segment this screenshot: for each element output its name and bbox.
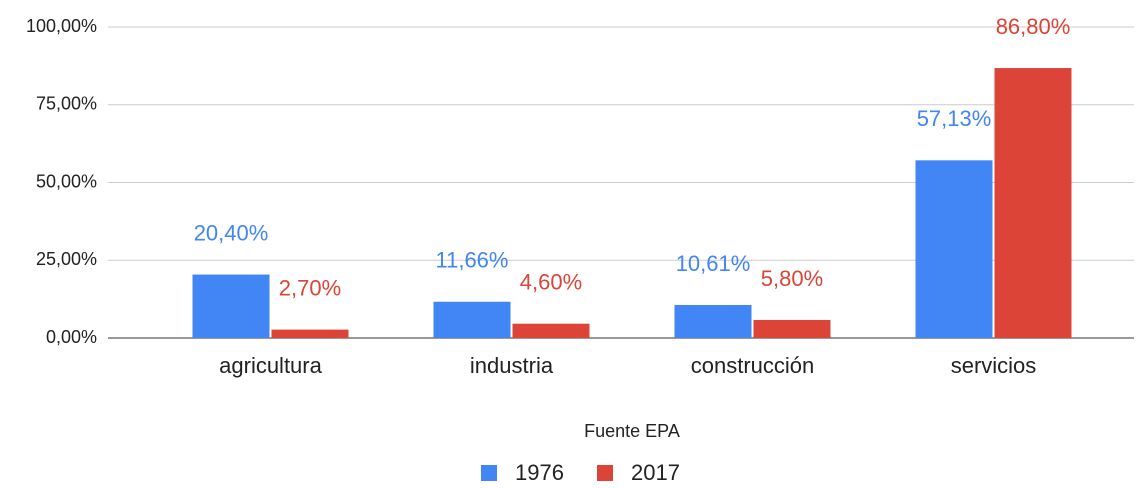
legend-label: 2017	[631, 460, 680, 485]
value-label: 10,61%	[676, 251, 751, 276]
x-tick-label: construcción	[691, 353, 815, 378]
value-label: 5,80%	[761, 266, 823, 291]
y-tick-label: 25,00%	[36, 249, 97, 269]
bar	[512, 323, 590, 338]
x-tick-label: servicios	[951, 353, 1037, 378]
value-label: 86,80%	[996, 14, 1071, 39]
bar	[915, 160, 993, 338]
x-axis-label: Fuente EPA	[584, 421, 680, 441]
bar	[674, 305, 752, 338]
legend-label: 1976	[515, 460, 564, 485]
y-tick-label: 0,00%	[46, 327, 97, 347]
bar	[271, 329, 349, 338]
x-tick-label: agricultura	[219, 353, 322, 378]
value-label: 2,70%	[279, 275, 341, 300]
y-tick-label: 75,00%	[36, 94, 97, 114]
value-label: 57,13%	[917, 106, 992, 131]
y-tick-label: 100,00%	[26, 16, 97, 36]
bar	[433, 301, 511, 338]
y-tick-label: 50,00%	[36, 171, 97, 191]
bar	[192, 274, 270, 338]
bar	[753, 319, 831, 338]
x-tick-label: industria	[470, 353, 554, 378]
value-label: 20,40%	[194, 220, 269, 245]
value-label: 11,66%	[436, 248, 509, 273]
legend-swatch	[597, 465, 613, 481]
bar	[994, 68, 1072, 338]
value-label: 4,60%	[520, 270, 582, 295]
legend-swatch	[481, 465, 497, 481]
